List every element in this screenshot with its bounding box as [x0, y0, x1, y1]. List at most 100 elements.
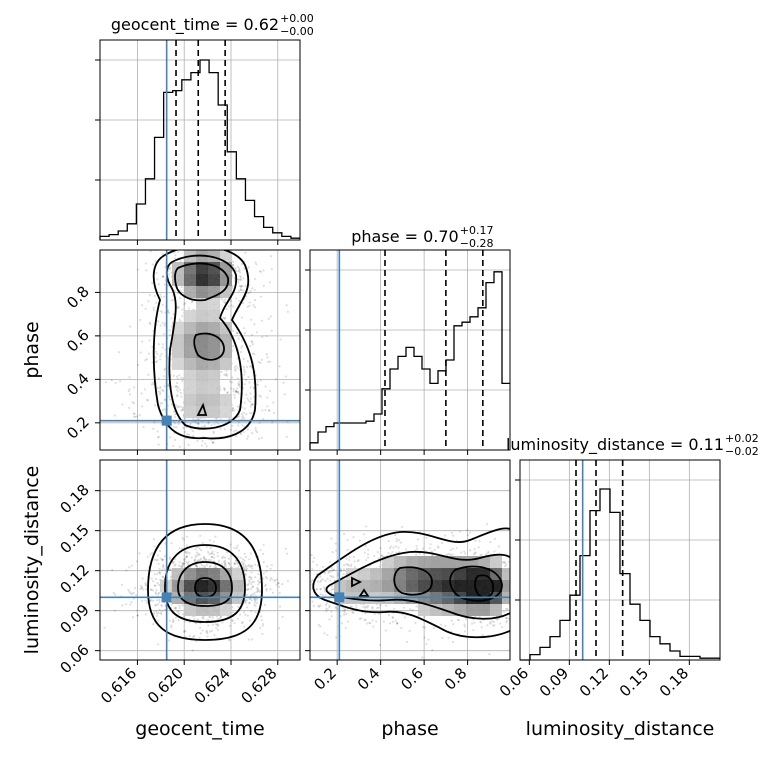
- sample-point: [249, 289, 252, 293]
- sample-point: [128, 590, 131, 593]
- density-cell: [184, 604, 196, 616]
- density-cell: [502, 580, 510, 592]
- sample-point: [182, 246, 184, 248]
- sample-point: [254, 601, 257, 604]
- sample-point: [265, 334, 268, 338]
- sample-point: [305, 594, 307, 596]
- sample-point: [230, 381, 234, 384]
- sample-point: [182, 377, 185, 380]
- sample-point: [409, 608, 412, 611]
- sample-point: [305, 625, 307, 627]
- sample-point: [251, 585, 254, 588]
- sample-point: [214, 623, 217, 626]
- density-cell: [454, 604, 466, 616]
- sample-point: [249, 386, 252, 389]
- sample-point: [156, 559, 159, 562]
- density-cell: [382, 568, 394, 580]
- sample-point: [489, 540, 492, 544]
- sample-point: [192, 435, 195, 438]
- sample-point: [253, 306, 257, 309]
- sample-point: [153, 421, 156, 424]
- sample-point: [327, 571, 330, 574]
- sample-point: [145, 357, 148, 361]
- sample-point: [233, 561, 236, 565]
- sample-point: [156, 430, 159, 433]
- sample-point: [331, 587, 334, 591]
- sample-point: [524, 578, 526, 580]
- sample-point: [493, 537, 496, 541]
- sample-point: [342, 532, 346, 535]
- histogram-geocent_time: [99, 59, 300, 240]
- sample-point: [352, 555, 355, 559]
- sample-point: [433, 548, 436, 552]
- sample-point: [237, 564, 240, 568]
- sample-point: [172, 562, 175, 565]
- sample-point: [319, 575, 322, 578]
- sample-point: [161, 558, 164, 561]
- sample-point: [158, 583, 161, 586]
- x-tick-label: 0.2: [310, 664, 340, 694]
- sample-point: [159, 611, 162, 614]
- sample-point: [543, 571, 545, 573]
- sample-point: [144, 599, 147, 602]
- sample-point: [193, 224, 195, 226]
- sample-point: [247, 565, 250, 568]
- sample-point: [339, 568, 343, 571]
- sample-point: [328, 560, 332, 563]
- density-cell: [208, 358, 220, 370]
- density-cell: [208, 568, 220, 580]
- sample-point: [315, 563, 319, 567]
- sample-point: [233, 622, 236, 625]
- sample-point: [506, 608, 509, 611]
- sample-point: [234, 266, 237, 270]
- sample-point: [205, 629, 209, 632]
- sample-point: [238, 299, 241, 302]
- sample-point: [241, 424, 244, 427]
- sample-point: [181, 562, 185, 565]
- density-cell: [418, 568, 430, 580]
- sample-point: [268, 281, 272, 284]
- sample-point: [235, 332, 238, 335]
- sample-point: [215, 626, 218, 630]
- sample-point: [144, 583, 147, 586]
- sample-point: [325, 602, 329, 605]
- sample-point: [110, 379, 113, 382]
- sample-point: [264, 408, 267, 412]
- sample-point: [274, 578, 277, 582]
- sample-point: [254, 576, 257, 579]
- sample-point: [511, 607, 513, 609]
- sample-point: [236, 562, 239, 565]
- sample-point: [238, 380, 241, 383]
- sample-point: [127, 588, 130, 592]
- sample-point: [245, 569, 248, 572]
- sample-point: [181, 406, 185, 409]
- sample-point: [191, 429, 194, 433]
- sample-point: [205, 445, 208, 448]
- sample-point: [127, 389, 130, 393]
- sample-point: [234, 429, 237, 432]
- sample-point: [356, 560, 359, 563]
- sample-point: [268, 360, 272, 363]
- sample-point: [178, 547, 181, 550]
- sample-point: [329, 574, 332, 578]
- sample-point: [203, 424, 206, 427]
- sample-point: [277, 585, 280, 588]
- sample-point: [169, 576, 173, 579]
- sample-point: [236, 377, 239, 380]
- sample-point: [351, 611, 354, 614]
- contour-line: [312, 527, 510, 639]
- sample-point: [206, 550, 210, 554]
- sample-point: [223, 387, 226, 390]
- contour-line: [147, 523, 263, 641]
- sample-point: [171, 621, 174, 624]
- sample-point: [234, 559, 238, 562]
- sample-point: [201, 541, 204, 545]
- sample-point: [237, 392, 240, 395]
- sample-point: [245, 593, 249, 596]
- sample-point: [534, 557, 536, 559]
- sample-point: [204, 426, 207, 429]
- density-c21: [305, 523, 545, 659]
- sample-point: [306, 590, 308, 592]
- density-cell: [502, 568, 510, 580]
- sample-point: [251, 564, 254, 567]
